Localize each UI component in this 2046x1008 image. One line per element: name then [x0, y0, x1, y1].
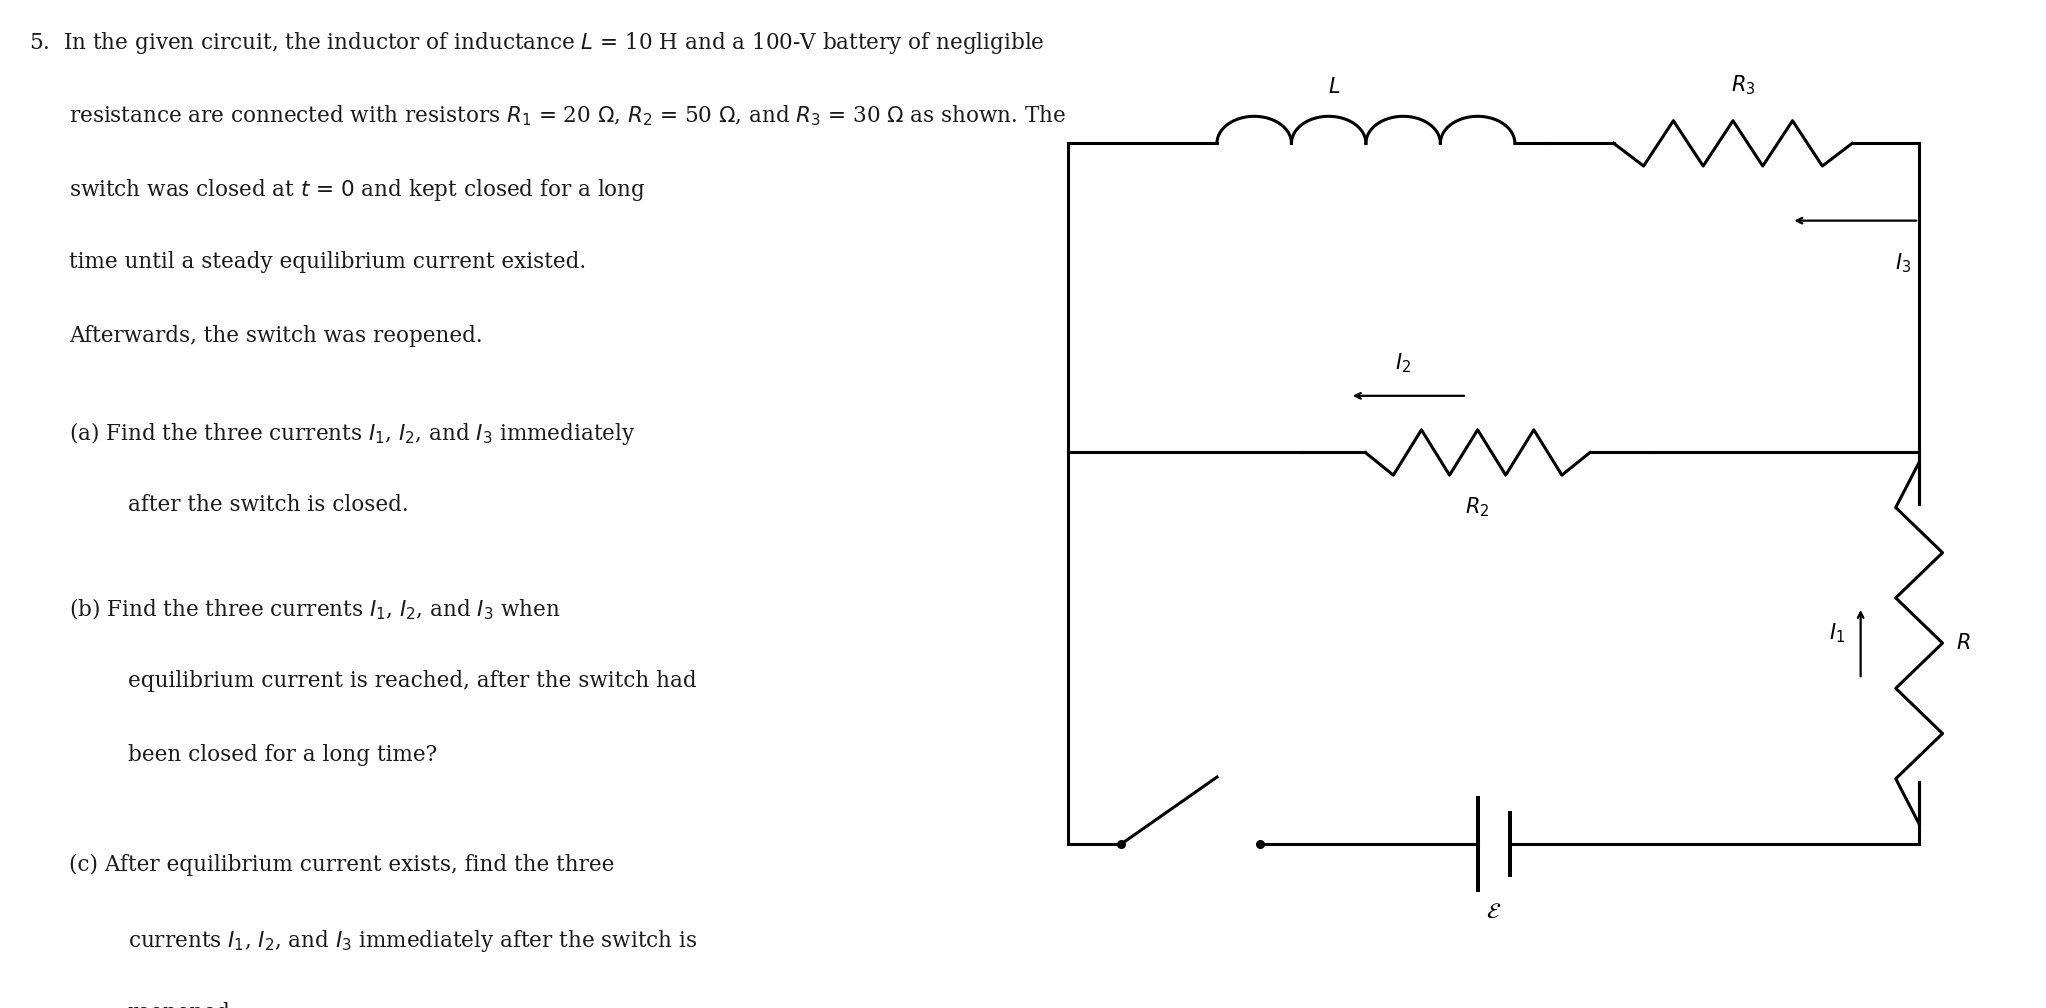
Text: (b) Find the three currents $I_1$, $I_2$, and $I_3$ when: (b) Find the three currents $I_1$, $I_2$… [70, 597, 561, 622]
Text: (c) After equilibrium current exists, find the three: (c) After equilibrium current exists, fi… [70, 855, 614, 877]
Text: switch was closed at $t$ = $0$ and kept closed for a long: switch was closed at $t$ = $0$ and kept … [70, 177, 647, 204]
Text: resistance are connected with resistors $R_1$ = 20 $\Omega$, $R_2$ = 50 $\Omega$: resistance are connected with resistors … [70, 104, 1066, 128]
Text: currents $I_1$, $I_2$, and $I_3$ immediately after the switch is: currents $I_1$, $I_2$, and $I_3$ immedia… [127, 928, 698, 954]
Text: $\mathcal{E}$: $\mathcal{E}$ [1485, 901, 1502, 922]
Text: $R_3$: $R_3$ [1731, 74, 1755, 97]
Text: $I_3$: $I_3$ [1895, 252, 1911, 275]
Text: after the switch is closed.: after the switch is closed. [127, 494, 409, 516]
Text: reopened.: reopened. [127, 1002, 237, 1008]
Text: 5.  In the given circuit, the inductor of inductance $L$ = 10 H and a 100-V batt: 5. In the given circuit, the inductor of… [29, 30, 1046, 56]
Text: $R$: $R$ [1956, 633, 1970, 653]
Text: equilibrium current is reached, after the switch had: equilibrium current is reached, after th… [127, 670, 696, 692]
Text: $L$: $L$ [1328, 77, 1340, 97]
Text: $R_2$: $R_2$ [1465, 496, 1489, 519]
Text: $I_1$: $I_1$ [1829, 621, 1845, 644]
Text: $I_2$: $I_2$ [1395, 352, 1412, 375]
Text: been closed for a long time?: been closed for a long time? [127, 744, 436, 766]
Text: (a) Find the three currents $I_1$, $I_2$, and $I_3$ immediately: (a) Find the three currents $I_1$, $I_2$… [70, 420, 634, 448]
Text: time until a steady equilibrium current existed.: time until a steady equilibrium current … [70, 251, 585, 273]
Text: Afterwards, the switch was reopened.: Afterwards, the switch was reopened. [70, 325, 483, 347]
